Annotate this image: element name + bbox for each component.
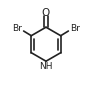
Text: Br: Br xyxy=(12,24,22,33)
Text: NH: NH xyxy=(39,62,53,71)
Text: Br: Br xyxy=(70,24,80,33)
Text: O: O xyxy=(42,8,50,18)
